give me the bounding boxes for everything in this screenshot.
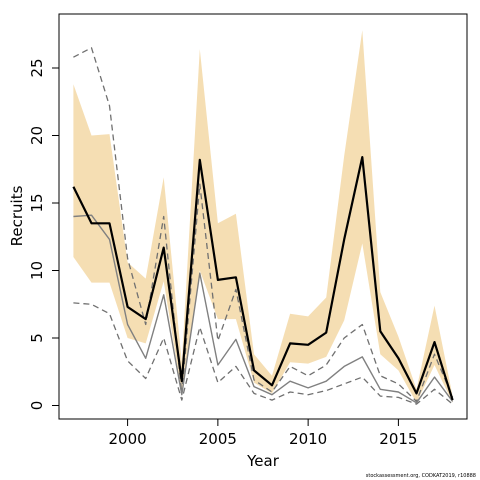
plot-frame	[58, 13, 468, 420]
y-tick-label: 0	[28, 401, 46, 411]
x-tick-label: 2000	[109, 430, 147, 448]
comparison-upper-bound-line	[73, 47, 454, 403]
estimate-line	[72, 156, 454, 401]
x-axis: 2000 2005 2010 2015	[109, 419, 417, 448]
credit-text: stockassessment.org, CODKAT2019, r10888	[366, 473, 476, 479]
series-lines-layer	[72, 47, 454, 405]
confidence-band	[73, 30, 453, 403]
y-axis-title: Recruits	[8, 185, 26, 246]
y-axis: 0 5 10 15 20 25	[28, 58, 59, 410]
comparison-lower-bound-line	[73, 302, 454, 405]
x-tick-label: 2005	[199, 430, 237, 448]
x-tick-label: 2010	[289, 430, 327, 448]
x-axis-title: Year	[246, 452, 280, 470]
confidence-band-layer	[73, 30, 453, 403]
y-tick-label: 20	[28, 126, 46, 145]
x-tick-label: 2015	[379, 430, 417, 448]
comparison-estimate-line	[73, 214, 454, 404]
y-tick-label: 15	[28, 193, 46, 212]
y-tick-label: 10	[28, 261, 46, 280]
y-tick-label: 5	[28, 333, 46, 343]
y-tick-label: 25	[28, 58, 46, 77]
